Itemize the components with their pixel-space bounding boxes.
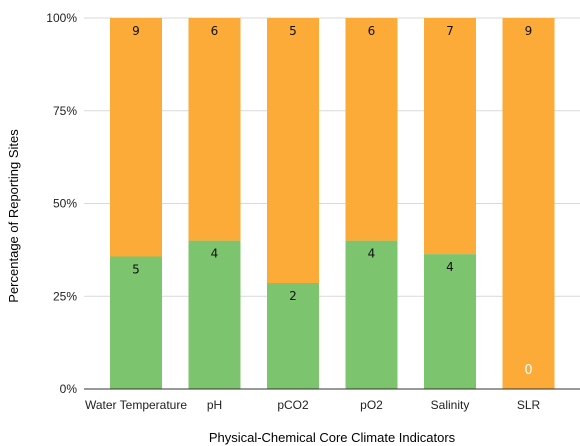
bar-segment-green: [188, 240, 241, 389]
bar-segment-orange: [188, 18, 241, 241]
bar-segment-orange: [110, 18, 162, 257]
bars: [110, 18, 555, 389]
bar-segment-green: [345, 240, 398, 389]
bar-segment-green: [267, 283, 319, 389]
bar-segment-green: [424, 254, 476, 389]
data-label-orange: 9: [525, 24, 533, 38]
y-axis-title: Percentage of Reporting Sites: [6, 129, 21, 303]
data-label-orange: 6: [211, 24, 219, 38]
data-label-orange: 9: [132, 24, 140, 38]
x-tick-label: pO2: [360, 398, 383, 412]
data-label-green: 4: [446, 260, 454, 274]
y-tick-label: 25%: [53, 289, 77, 303]
y-tick-label: 100%: [46, 11, 77, 25]
bar-segment-orange: [424, 18, 476, 255]
x-tick-label: pCO2: [277, 398, 309, 412]
data-label-green: 4: [211, 247, 219, 261]
gridlines: [84, 17, 580, 297]
y-tick-label: 50%: [53, 197, 77, 211]
bar-segment-orange: [345, 18, 398, 241]
bar-segment-orange: [502, 18, 555, 389]
data-labels: 9 5 6 4 5 2 6 4 7 4 9 0: [132, 24, 532, 378]
x-axis-title: Physical-Chemical Core Climate Indicator…: [209, 430, 456, 445]
data-label-green: 4: [368, 247, 376, 261]
y-tick-label: 75%: [53, 104, 77, 118]
bar-segment-orange: [267, 18, 319, 283]
x-tick-label: Salinity: [431, 398, 470, 412]
y-tick-label: 0%: [60, 382, 78, 396]
x-tick-label: SLR: [517, 398, 541, 412]
data-label-green: 0: [524, 363, 532, 378]
data-label-green: 5: [132, 263, 140, 277]
data-label-orange: 7: [446, 24, 454, 38]
x-tick-label: pH: [207, 398, 222, 412]
y-axis-ticks: 0% 25% 50% 75% 100%: [46, 11, 77, 396]
data-label-orange: 5: [289, 24, 297, 38]
data-label-green: 2: [289, 289, 297, 303]
x-axis-ticks: Water Temperature pH pCO2 pO2 Salinity SLR: [85, 398, 541, 412]
x-tick-label: Water Temperature: [85, 398, 187, 412]
data-label-orange: 6: [368, 24, 376, 38]
bar-segment-green: [110, 256, 162, 389]
